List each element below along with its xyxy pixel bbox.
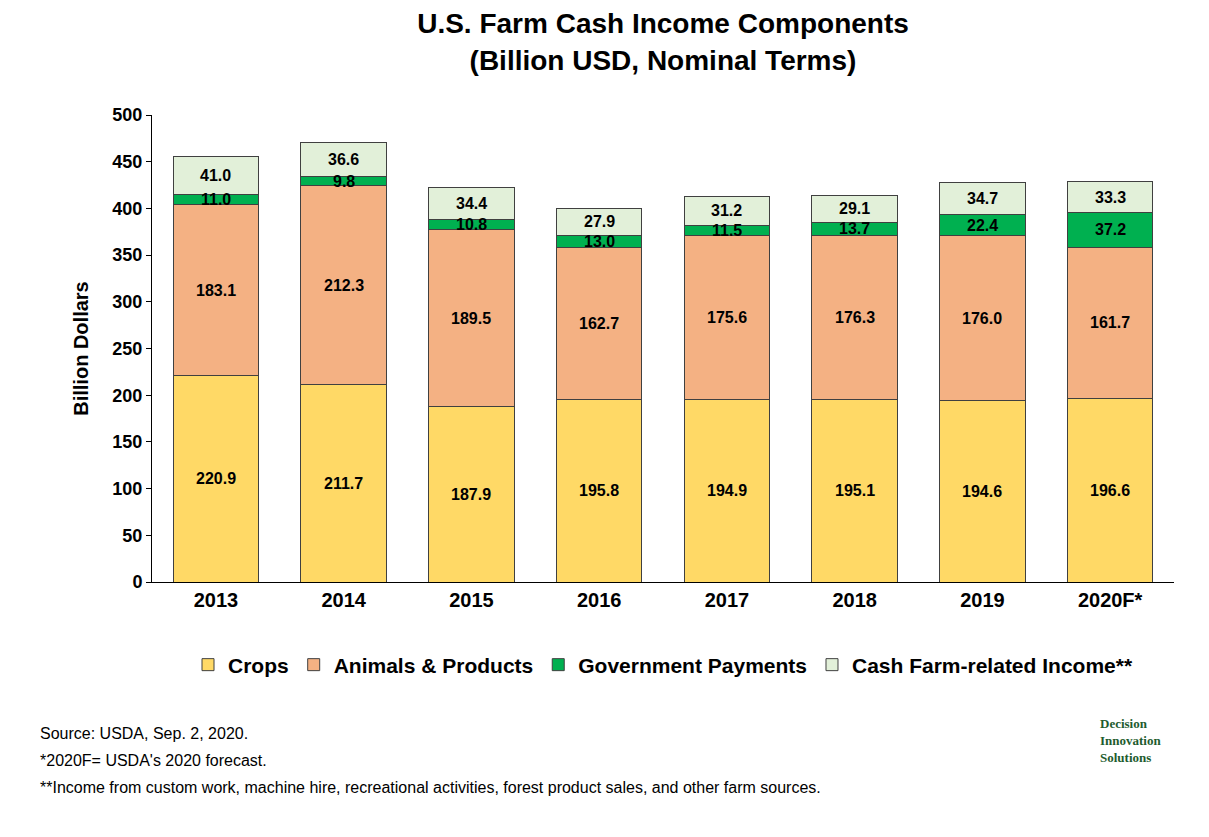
svg-text:Cash Farm-related Income**: Cash Farm-related Income** [852, 654, 1133, 677]
svg-text:34.4: 34.4 [456, 195, 487, 212]
svg-text:183.1: 183.1 [196, 282, 236, 299]
svg-text:13.7: 13.7 [839, 220, 870, 237]
svg-text:2017: 2017 [705, 589, 750, 611]
svg-text:176.3: 176.3 [835, 309, 875, 326]
svg-text:100: 100 [112, 479, 142, 499]
svg-text:189.5: 189.5 [451, 310, 491, 327]
svg-text:2019: 2019 [960, 589, 1005, 611]
svg-text:U.S. Farm Cash Income Componen: U.S. Farm Cash Income Components(Billion… [417, 8, 909, 75]
svg-text:2016: 2016 [577, 589, 622, 611]
svg-text:195.8: 195.8 [579, 482, 619, 499]
svg-text:500: 500 [112, 105, 142, 125]
svg-text:2020F*: 2020F* [1078, 589, 1143, 611]
svg-text:**Income from custom work, mac: **Income from custom work, machine hire,… [40, 779, 821, 796]
svg-text:0: 0 [132, 572, 142, 592]
svg-text:195.1: 195.1 [835, 482, 875, 499]
svg-text:175.6: 175.6 [707, 309, 747, 326]
svg-text:DecisionInnovationSolutions: DecisionInnovationSolutions [1100, 716, 1161, 765]
svg-text:11.0: 11.0 [201, 191, 231, 208]
svg-text:37.2: 37.2 [1095, 221, 1126, 238]
svg-text:2013: 2013 [194, 589, 239, 611]
svg-text:41.0: 41.0 [200, 167, 231, 184]
svg-text:300: 300 [112, 292, 142, 312]
svg-text:2015: 2015 [449, 589, 494, 611]
svg-text:50: 50 [122, 526, 142, 546]
svg-text:200: 200 [112, 386, 142, 406]
svg-text:176.0: 176.0 [962, 310, 1002, 327]
svg-text:29.1: 29.1 [839, 200, 870, 217]
svg-text:Animals & Products: Animals & Products [334, 654, 534, 677]
svg-text:2014: 2014 [321, 589, 366, 611]
svg-text:350: 350 [112, 245, 142, 265]
svg-text:220.9: 220.9 [196, 470, 236, 487]
svg-text:27.9: 27.9 [584, 213, 615, 230]
svg-text:2018: 2018 [832, 589, 877, 611]
svg-text:250: 250 [112, 339, 142, 359]
svg-text:400: 400 [112, 199, 142, 219]
svg-text:Source: USDA, Sep. 2, 2020.: Source: USDA, Sep. 2, 2020. [40, 725, 248, 742]
svg-text:10.8: 10.8 [456, 216, 487, 233]
svg-text:Government Payments: Government Payments [578, 654, 807, 677]
svg-text:187.9: 187.9 [451, 486, 491, 503]
svg-text:36.6: 36.6 [328, 151, 359, 168]
svg-text:194.6: 194.6 [962, 483, 1002, 500]
svg-text:450: 450 [112, 152, 142, 172]
svg-text:162.7: 162.7 [579, 315, 619, 332]
svg-text:161.7: 161.7 [1090, 314, 1130, 331]
svg-text:Crops: Crops [228, 654, 289, 677]
svg-text:211.7: 211.7 [324, 475, 363, 492]
svg-text:196.6: 196.6 [1090, 482, 1130, 499]
svg-text:33.3: 33.3 [1095, 189, 1126, 206]
svg-text:212.3: 212.3 [324, 277, 364, 294]
svg-text:22.4: 22.4 [967, 217, 998, 234]
svg-text:11.5: 11.5 [712, 222, 742, 239]
svg-text:*2020F= USDA's 2020 forecast.: *2020F= USDA's 2020 forecast. [40, 752, 267, 769]
svg-text:34.7: 34.7 [967, 190, 998, 207]
svg-text:31.2: 31.2 [711, 202, 742, 219]
svg-text:9.8: 9.8 [333, 173, 355, 190]
svg-text:Billion Dollars: Billion Dollars [70, 281, 92, 415]
svg-text:194.9: 194.9 [707, 482, 747, 499]
svg-text:13.0: 13.0 [584, 233, 615, 250]
svg-text:150: 150 [112, 432, 142, 452]
